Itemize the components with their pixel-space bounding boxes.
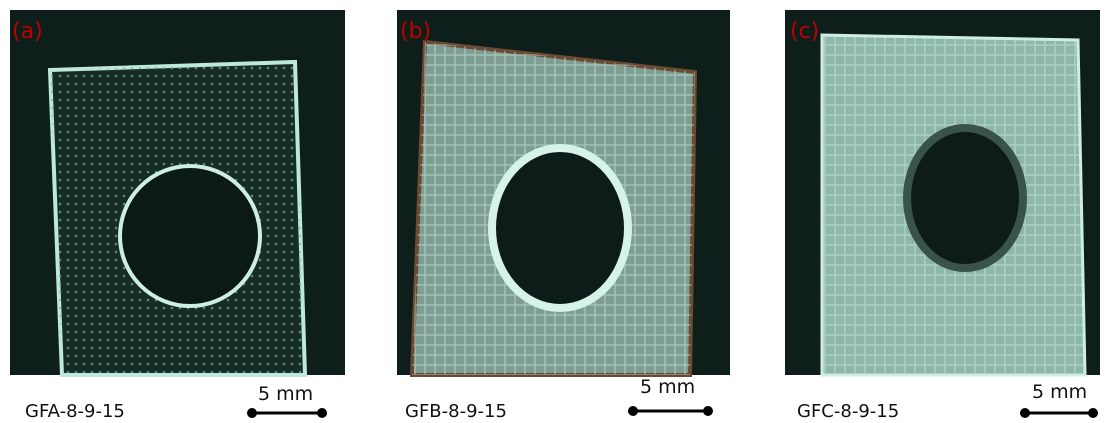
- specimen-caption: GFB-8-9-15: [405, 401, 507, 422]
- scale-bar: [1020, 408, 1098, 418]
- scale-bar: [628, 406, 713, 416]
- panel-label: (c): [790, 19, 819, 44]
- panel-a: (a) GFA-8-9-15 5 mm: [10, 10, 345, 422]
- scale-label: 5 mm: [258, 383, 313, 405]
- scale-label: 5 mm: [1032, 381, 1087, 403]
- specimen-caption: GFA-8-9-15: [25, 401, 125, 422]
- hole: [907, 128, 1023, 268]
- scale-label: 5 mm: [640, 376, 695, 398]
- panel-b: (b) GFB-8-9-15 5 mm: [397, 10, 730, 422]
- panel-label: (a): [12, 19, 43, 44]
- hole: [120, 166, 260, 306]
- scale-bar: [247, 408, 327, 418]
- panel-label: (b): [400, 19, 431, 44]
- hole: [492, 148, 628, 308]
- panel-c: (c) GFC-8-9-15 5 mm: [785, 10, 1100, 422]
- figure: (a) GFA-8-9-15 5 mm (b) GFB-8-9-15 5 mm …: [0, 0, 1107, 423]
- specimen-caption: GFC-8-9-15: [797, 401, 899, 422]
